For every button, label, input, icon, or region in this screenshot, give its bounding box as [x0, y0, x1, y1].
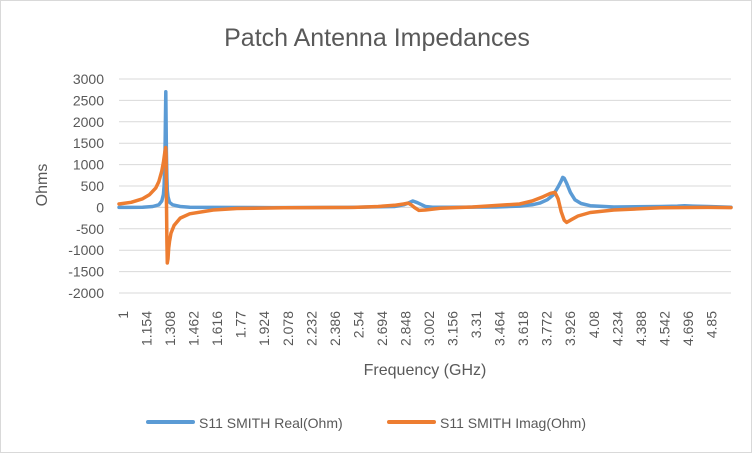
y-tick-label: 0 — [96, 199, 104, 215]
x-tick-label: 4.388 — [633, 311, 649, 346]
x-tick-label: 2.386 — [327, 311, 343, 346]
y-tick-label: 500 — [81, 178, 105, 194]
y-tick-label: -500 — [76, 221, 104, 237]
x-tick-label: 4.85 — [703, 311, 719, 338]
x-tick-label: 2.078 — [280, 311, 296, 346]
x-tick-label: 1 — [115, 311, 131, 319]
y-tick-label: -1000 — [68, 242, 104, 258]
y-tick-label: 1500 — [73, 135, 104, 151]
x-tick-label: 1.154 — [139, 311, 155, 346]
y-tick-label: -1500 — [68, 264, 104, 280]
x-tick-label: 3.464 — [492, 311, 508, 346]
x-tick-label: 3.002 — [421, 311, 437, 346]
y-axis-title: Ohms — [34, 164, 51, 207]
x-tick-label: 3.31 — [468, 311, 484, 338]
x-axis-tick-labels: 1 1.154 1.308 1.462 1.616 1.77 1.924 2.078 2.232… — [115, 311, 719, 346]
y-tick-label: 2000 — [73, 114, 104, 130]
y-tick-label: -2000 — [68, 285, 104, 301]
legend: S11 SMITH Real(Ohm) S11 SMITH Imag(Ohm) — [146, 415, 586, 431]
x-tick-label: 3.772 — [539, 311, 555, 346]
x-tick-label: 3.156 — [445, 311, 461, 346]
y-axis-tick-labels: 3000 2500 2000 1500 1000 500 0 -500 -1000 -1500 -2… — [68, 71, 104, 301]
y-tick-label: 1000 — [73, 157, 104, 173]
x-tick-label: 4.08 — [586, 311, 602, 338]
x-tick-label: 1.616 — [209, 311, 225, 346]
series-line-imag — [117, 145, 733, 265]
legend-label-imag: S11 SMITH Imag(Ohm) — [440, 415, 586, 431]
x-tick-label: 3.618 — [515, 311, 531, 346]
x-tick-label: 2.54 — [350, 311, 366, 338]
x-tick-label: 1.77 — [233, 311, 249, 338]
chart-title: Patch Antenna Impedances — [224, 24, 530, 52]
grid-layer — [119, 78, 731, 294]
x-tick-label: 4.234 — [609, 311, 625, 346]
x-tick-label: 1.462 — [186, 311, 202, 346]
x-tick-label: 1.924 — [256, 311, 272, 346]
x-tick-label: 2.848 — [397, 311, 413, 346]
x-tick-label: 4.542 — [656, 311, 672, 346]
x-tick-label: 3.926 — [562, 311, 578, 346]
y-tick-label: 3000 — [73, 71, 104, 87]
x-tick-label: 4.696 — [680, 311, 696, 346]
x-axis-title: Frequency (GHz) — [364, 362, 487, 379]
series-line-real — [117, 90, 733, 210]
x-tick-label: 1.308 — [162, 311, 178, 346]
series-layer — [117, 90, 733, 265]
legend-label-real: S11 SMITH Real(Ohm) — [199, 415, 343, 431]
x-tick-label: 2.694 — [374, 311, 390, 346]
y-tick-label: 2500 — [73, 92, 104, 108]
x-tick-label: 2.232 — [303, 311, 319, 346]
